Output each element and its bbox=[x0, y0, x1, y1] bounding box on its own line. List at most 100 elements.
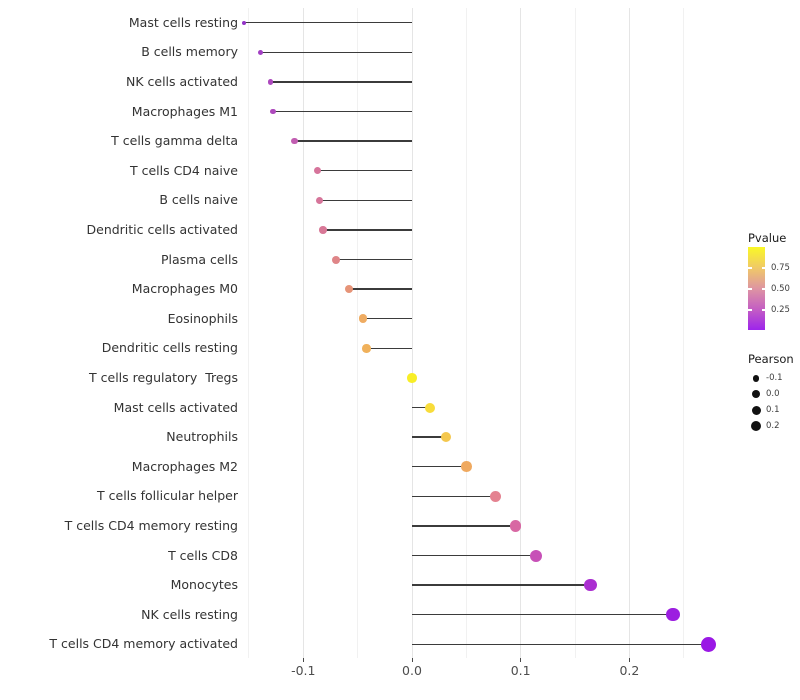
category-label: T cells CD4 memory resting bbox=[64, 517, 238, 533]
lollipop-stem bbox=[348, 288, 412, 290]
category-label: Macrophages M1 bbox=[131, 103, 238, 119]
x-axis-tick-label: 0.2 bbox=[619, 663, 640, 678]
category-label: Dendritic cells activated bbox=[86, 221, 239, 237]
lollipop-stem bbox=[412, 614, 673, 616]
lollipop-stem bbox=[412, 525, 516, 527]
category-label: NK cells resting bbox=[141, 606, 238, 622]
lollipop-stem bbox=[335, 258, 412, 261]
x-axis-tick bbox=[302, 658, 304, 662]
gridline-minor bbox=[465, 8, 467, 658]
size-legend-label: 0.1 bbox=[766, 405, 780, 416]
category-label: T cells CD8 bbox=[168, 547, 238, 563]
size-legend-dot bbox=[752, 390, 760, 399]
data-point bbox=[362, 344, 371, 353]
colorbar-tick-label: 0.50 bbox=[771, 284, 790, 294]
gridline-minor bbox=[683, 8, 685, 658]
pvalue-legend-title: Pvalue bbox=[748, 231, 787, 245]
data-point bbox=[241, 20, 246, 25]
colorbar-tick bbox=[748, 267, 752, 269]
data-point bbox=[529, 549, 542, 562]
lollipop-stem bbox=[322, 229, 412, 231]
data-point bbox=[461, 461, 472, 472]
data-point bbox=[331, 255, 340, 264]
category-label: NK cells activated bbox=[125, 73, 238, 89]
colorbar-tick bbox=[761, 267, 765, 269]
data-point bbox=[319, 226, 327, 234]
lollipop-stem bbox=[412, 406, 431, 409]
x-axis-tick-label: 0.0 bbox=[402, 663, 422, 678]
category-label: Macrophages M0 bbox=[131, 281, 238, 297]
category-label: B cells memory bbox=[141, 44, 238, 60]
data-point bbox=[440, 432, 451, 443]
data-point bbox=[313, 166, 322, 175]
data-point bbox=[344, 285, 353, 294]
gridline-minor bbox=[357, 8, 359, 658]
data-point bbox=[509, 520, 521, 532]
lollipop-stem bbox=[412, 466, 467, 468]
category-label: Mast cells resting bbox=[128, 14, 238, 30]
gridline-major bbox=[628, 8, 630, 658]
lollipop-stem bbox=[363, 318, 412, 320]
category-label: T cells CD4 memory activated bbox=[49, 636, 238, 652]
lollipop-stem bbox=[317, 170, 412, 172]
gridline-major bbox=[302, 8, 304, 658]
lollipop-stem bbox=[270, 81, 412, 83]
category-label: Macrophages M2 bbox=[131, 458, 238, 474]
category-label: Plasma cells bbox=[160, 251, 238, 267]
size-legend-label: -0.1 bbox=[766, 373, 783, 384]
lollipop-stem bbox=[260, 51, 412, 53]
category-label: Mast cells activated bbox=[113, 399, 238, 415]
x-axis-tick bbox=[628, 658, 630, 662]
lollipop-stem bbox=[412, 554, 536, 557]
data-point bbox=[315, 196, 324, 205]
x-axis-tick-label: 0.1 bbox=[510, 663, 531, 678]
data-point bbox=[584, 578, 597, 592]
category-label: T cells regulatory Tregs bbox=[89, 369, 238, 385]
lollipop-stem bbox=[272, 110, 412, 113]
lollipop-stem bbox=[319, 199, 412, 201]
data-point bbox=[270, 108, 276, 115]
size-legend-dot bbox=[751, 405, 761, 415]
lollipop-stem bbox=[243, 22, 412, 24]
category-label: Monocytes bbox=[170, 577, 238, 593]
data-point bbox=[258, 49, 264, 55]
size-legend-label: 0.0 bbox=[766, 389, 780, 400]
category-label: Eosinophils bbox=[167, 310, 238, 326]
colorbar-tick bbox=[748, 309, 752, 311]
pvalue-colorbar bbox=[748, 247, 765, 330]
data-point bbox=[489, 490, 502, 503]
size-legend-dot bbox=[751, 421, 761, 431]
colorbar-tick bbox=[748, 288, 752, 290]
lollipop-stem bbox=[294, 140, 412, 142]
data-point bbox=[407, 373, 417, 383]
x-axis-tick bbox=[520, 658, 522, 662]
colorbar-tick bbox=[761, 288, 765, 290]
colorbar-tick-label: 0.75 bbox=[771, 263, 790, 273]
data-point bbox=[425, 402, 436, 413]
lollipop-stem bbox=[412, 584, 591, 586]
category-label: Dendritic cells resting bbox=[101, 340, 238, 356]
gridline-minor bbox=[574, 8, 576, 658]
data-point bbox=[701, 636, 717, 652]
size-legend-label: 0.2 bbox=[766, 421, 780, 431]
size-legend-dot bbox=[752, 375, 760, 382]
lollipop-stem bbox=[412, 643, 709, 645]
x-axis-tick-label: -0.1 bbox=[291, 663, 316, 678]
data-point bbox=[358, 314, 368, 323]
gridline-major bbox=[520, 8, 522, 658]
category-label: T cells gamma delta bbox=[111, 133, 238, 149]
colorbar-tick bbox=[761, 309, 765, 311]
x-axis-tick bbox=[411, 658, 413, 662]
data-point bbox=[267, 79, 274, 85]
gridline-minor bbox=[248, 8, 250, 658]
colorbar-tick-label: 0.25 bbox=[771, 305, 790, 315]
data-point bbox=[291, 137, 298, 145]
data-point bbox=[666, 607, 680, 622]
lollipop-stem bbox=[412, 436, 446, 438]
category-label: B cells naive bbox=[159, 192, 238, 208]
pearson-legend-title: Pearson bbox=[748, 352, 794, 366]
category-label: Neutrophils bbox=[166, 429, 238, 445]
gridline-major bbox=[411, 8, 413, 658]
category-label: T cells CD4 naive bbox=[129, 162, 238, 178]
